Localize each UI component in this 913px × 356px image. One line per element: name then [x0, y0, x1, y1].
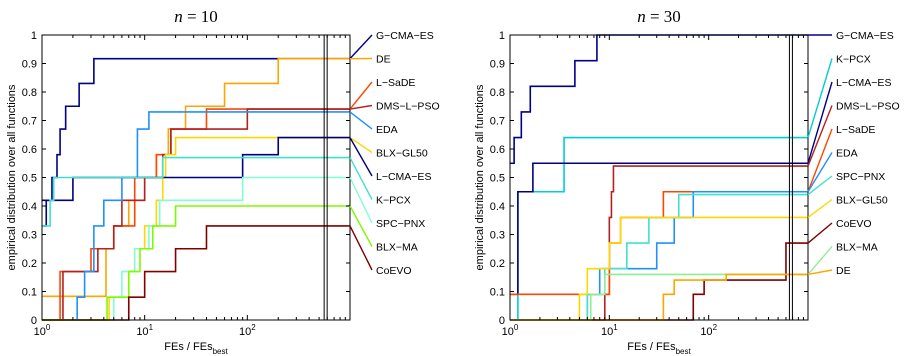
legend-label: DMS−L−PSO	[376, 101, 440, 113]
y-tick-label: 0.8	[22, 87, 37, 99]
y-tick-label: 1	[31, 30, 37, 42]
legend-connector	[349, 81, 373, 110]
legend-label: G−CMA−ES	[376, 30, 434, 42]
legend-connector	[349, 177, 373, 224]
legend-connector	[807, 175, 833, 196]
chart-panel-n30: n = 30 0 0.1 0.2 0.3 0.4 0.5 0.6 0.7 0.8 0.9 1 100 10…	[474, 7, 900, 356]
x-axis-label: FEs / FEsbest	[164, 341, 228, 356]
y-tick-label: 0.1	[490, 287, 505, 299]
series-line-blx-gl50	[510, 216, 808, 321]
legend-connector	[807, 246, 833, 275]
legend-label: L−CMA−ES	[836, 77, 891, 89]
series-line-eda	[42, 111, 350, 321]
y-tick-label: 0.5	[490, 173, 505, 185]
y-tick-label: 1	[499, 30, 505, 42]
series-line-eda	[510, 190, 808, 321]
series-line-l-cma-es	[42, 136, 350, 202]
legend-connector	[349, 225, 373, 271]
legend-connector	[349, 111, 373, 130]
y-tick-label: 0	[499, 315, 505, 327]
series-line-de	[510, 273, 808, 321]
legend-connector	[807, 198, 833, 218]
series-line-g-cma-es	[510, 34, 808, 165]
series-line-l-sade	[42, 108, 350, 321]
series-line-coevo	[42, 225, 350, 321]
legend-label: K−PCX	[376, 195, 411, 207]
plot-frame	[509, 34, 809, 321]
y-tick-label: 0.9	[490, 59, 505, 71]
legend-connector	[807, 128, 833, 193]
legend-label: DMS−L−PSO	[836, 101, 900, 113]
x-tick-label: 101	[136, 323, 153, 338]
y-tick-label: 0.2	[22, 258, 37, 270]
y-tick-label: 0.3	[22, 230, 37, 242]
legend-connector	[807, 222, 833, 244]
y-tick-label: 0.7	[490, 116, 505, 128]
legend-connector	[349, 137, 373, 154]
y-tick-label: 0.6	[490, 144, 505, 156]
y-tick-label: 0.6	[22, 144, 37, 156]
legend-connector	[349, 157, 373, 200]
y-tick-label: 0.3	[490, 230, 505, 242]
y-tick-label: 0.2	[490, 258, 505, 270]
series-line-blx-gl50	[42, 136, 350, 321]
y-tick-label: 0.5	[22, 173, 37, 185]
legend-label: BLX−GL50	[376, 148, 428, 160]
legend-connector	[807, 105, 833, 167]
legend-connector	[807, 269, 833, 276]
legend-connector	[807, 152, 833, 193]
y-tick-label: 0.1	[22, 287, 37, 299]
legend-label: BLX−MA	[836, 242, 878, 254]
x-tick-label: 102	[700, 323, 717, 338]
y-tick-label: 0.4	[490, 201, 505, 213]
chart-panel-n10: n = 10 0 0.1 0.2 0.3 0.4 0.5 0.6 0.7 0.8 0.9 1 100 10…	[6, 7, 440, 356]
series-line-blx-ma	[510, 273, 808, 321]
legend-connector	[807, 81, 833, 164]
legend-connector	[349, 205, 373, 247]
legend-connector	[349, 137, 373, 177]
legend-label: L−SaDE	[376, 77, 415, 89]
y-axis-label: empirical distribution over all function…	[6, 84, 18, 270]
chart-title: n = 10	[174, 7, 218, 26]
x-tick-label: 101	[601, 323, 618, 338]
series-line-dms-l-pso	[42, 108, 350, 321]
series-line-dms-l-pso	[510, 165, 808, 321]
legend-label: DE	[836, 265, 851, 277]
legend-connector	[349, 104, 373, 110]
y-axis-label: empirical distribution over all function…	[474, 84, 486, 270]
legend-label: EDA	[836, 148, 858, 160]
y-tick-label: 0	[31, 315, 37, 327]
y-tick-label: 0.9	[22, 59, 37, 71]
legend-connector	[349, 34, 373, 60]
legend-label: SPC−PNX	[836, 171, 885, 183]
legend-label: G−CMA−ES	[836, 30, 894, 42]
series-line-k-pcx	[42, 156, 350, 227]
x-tick-label: 100	[34, 323, 51, 338]
series-line-k-pcx	[510, 136, 808, 321]
legend-label: SPC−PNX	[376, 218, 425, 230]
legend-label: CoEVO	[836, 218, 872, 230]
y-tick-label: 0.8	[490, 87, 505, 99]
legend-label: BLX−GL50	[836, 195, 888, 207]
x-axis-label: FEs / FEsbest	[627, 341, 691, 356]
legend-label: L−CMA−ES	[376, 171, 431, 183]
x-tick-label: 102	[239, 323, 256, 338]
legend-label: L−SaDE	[836, 124, 875, 136]
legend-label: BLX−MA	[376, 242, 418, 254]
series-line-blx-ma	[42, 205, 350, 321]
y-tick-label: 0.7	[22, 116, 37, 128]
legend-connector	[807, 58, 833, 138]
legend-label: DE	[376, 54, 391, 66]
series-line-spc-pnx	[510, 193, 808, 321]
y-tick-label: 0.4	[22, 201, 37, 213]
series-line-coevo	[510, 242, 808, 321]
legend-label: CoEVO	[376, 265, 412, 277]
chart-title: n = 30	[637, 7, 681, 26]
legend-label: K−PCX	[836, 54, 871, 66]
legend-label: EDA	[376, 124, 398, 136]
x-tick-label: 100	[502, 323, 519, 338]
